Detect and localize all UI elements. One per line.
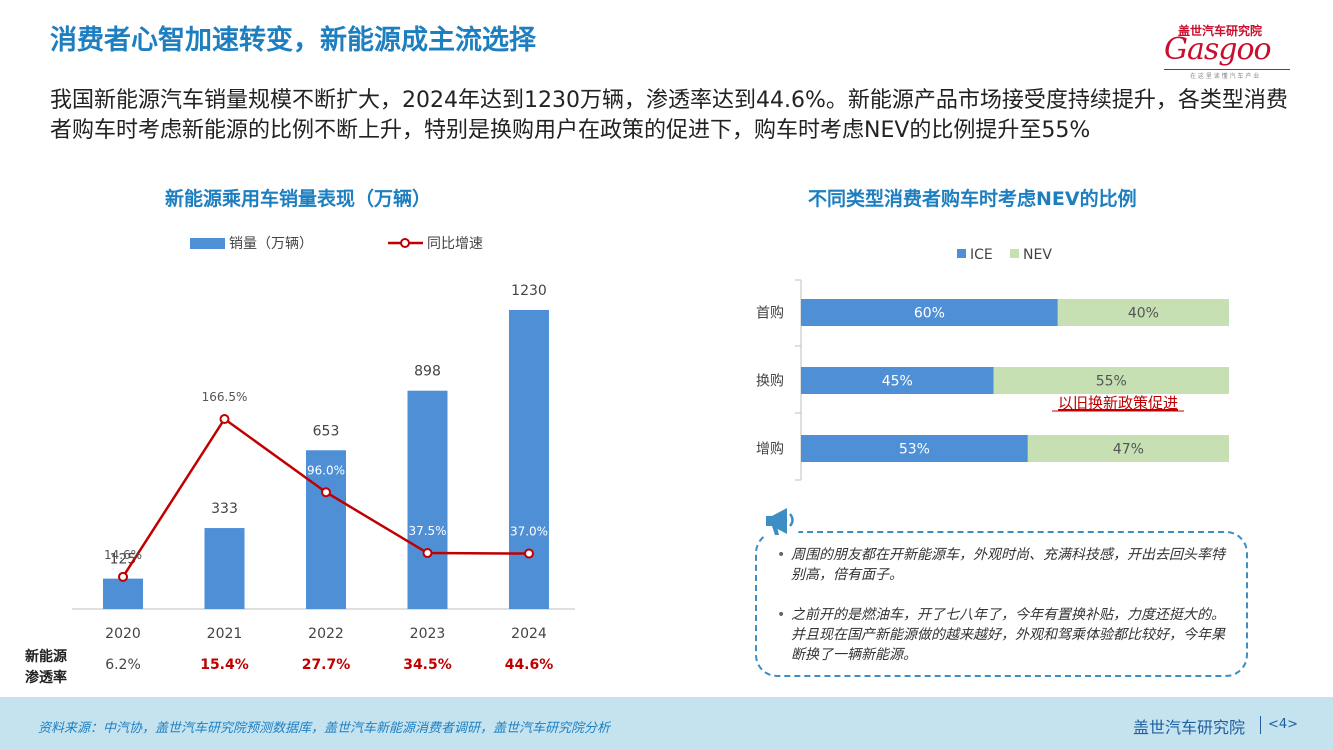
quote-item: • 之前开的是燃油车，开了七八年了，今年有置换补贴，力度还挺大的。并且现在国产新… [777,605,1231,665]
logo-divider [1164,69,1290,70]
legend-swatch-sales [190,238,225,249]
logo-wordmark: Gasgoo [1164,32,1272,67]
bullet-dot: • [777,547,786,563]
nev-ratio-chart-title: 不同类型消费者购车时考虑NEV的比例 [808,188,1137,210]
sales-chart: 销量（万辆） 同比增速 125 2020 333 2021 653 2022 898 2023 12… [72,236,575,673]
megaphone-icon [758,498,802,542]
nev-bar [993,367,1229,394]
penetration-label-line1: 新能源 [25,649,67,665]
logo-tagline: 在 这 里 读 懂 汽 车 产 业 [1190,73,1260,80]
nev-value-label: 47% [1113,442,1144,458]
x-tick-label: 2024 [511,626,547,642]
ice-bar [801,299,1058,326]
quote-text: 之前开的是燃油车，开了七八年了，今年有置换补贴，力度还挺大的。并且现在国产新能源… [791,607,1225,663]
footer-separator [1260,716,1261,734]
ice-value-label: 53% [899,442,930,458]
growth-marker [422,548,433,559]
sales-bar [509,310,549,609]
growth-marker [321,487,331,498]
policy-annotation: 以旧换新政策促进 [1058,394,1178,412]
sales-bar [407,390,448,609]
logo-top-text: 盖世汽车研究院 [1178,24,1263,38]
ice-value-label: 45% [882,374,913,390]
intro-paragraph: 我国新能源汽车销量规模不断扩大，2024年达到1230万辆，渗透率达到44.6%… [50,88,1288,143]
nev-value-label: 55% [1096,374,1127,390]
footer-source: 资料来源：中汽协，盖世汽车研究院预测数据库，盖世汽车新能源消费者调研，盖世汽车研… [38,721,611,736]
legend-label-sales: 销量（万辆） [229,236,313,252]
sales-chart-title: 新能源乘用车销量表现（万辆） [165,188,432,210]
sales-bar [306,450,346,609]
growth-marker [118,571,128,582]
x-tick-label: 2022 [308,626,344,642]
penetration-value: 27.7% [302,657,351,673]
x-tick-label: 2021 [207,626,243,642]
sales-value-label: 1230 [511,283,547,299]
growth-value-label: 96.0% [307,463,345,477]
charts-canvas: 销量（万辆） 同比增速 125 2020 333 2021 653 2022 898 2023 12… [72,236,1229,673]
legend-swatch-nev [1010,249,1019,258]
ice-bar [801,367,994,394]
quote-item: • 周围的朋友都在开新能源车，外观时尚、充满科技感，开出去回头率特别高，倍有面子… [777,545,1231,585]
growth-value-label: 166.5% [202,390,248,404]
consumer-quotes-box: • 周围的朋友都在开新能源车，外观时尚、充满科技感，开出去回头率特别高，倍有面子… [755,531,1248,677]
footer-bar [0,697,1333,750]
sales-value-label: 653 [313,423,340,439]
nev-bar [1057,299,1229,326]
y-category-label: 首购 [756,306,784,322]
growth-value-label: 14.6% [104,548,142,562]
penetration-label-line2: 渗透率 [25,670,67,686]
legend-label-ice: ICE [970,247,993,263]
growth-value-label: 37.5% [408,524,446,538]
growth-marker [524,548,534,559]
y-category-label: 增购 [756,442,784,458]
sales-value-label: 333 [211,501,238,517]
x-tick-label: 2020 [105,626,141,642]
page-title: 消费者心智加速转变，新能源成主流选择 [50,25,536,56]
x-tick-label: 2023 [410,626,446,642]
legend-marker-growth [400,238,410,248]
sales-bar [103,578,143,609]
growth-value-label: 37.0% [510,525,548,539]
nev-value-label: 40% [1128,306,1159,322]
quote-text: 周围的朋友都在开新能源车，外观时尚、充满科技感，开出去回头率特别高，倍有面子。 [791,547,1225,583]
sales-bar [204,528,245,609]
penetration-value: 15.4% [200,657,249,673]
penetration-value: 6.2% [105,657,141,673]
y-category-label: 换购 [756,373,784,390]
sales-value-label: 898 [414,364,441,380]
legend-label-nev: NEV [1023,247,1052,263]
ice-bar [801,435,1028,462]
sales-value-label: 125 [110,552,137,568]
growth-marker [219,414,230,424]
nev-ratio-chart: ICE NEV 首购 60% 40% 换购 45% 55% 增购 53% 47% 以旧换新政策促进 [756,247,1229,481]
footer-brand: 盖世汽车研究院 [1133,718,1246,737]
ice-value-label: 60% [914,306,945,322]
gasgoo-logo: 盖世汽车研究院 Gasgoo 在 这 里 读 懂 汽 车 产 业 [1160,22,1300,80]
legend-label-growth: 同比增速 [427,236,483,252]
penetration-value: 44.6% [505,657,554,673]
bullet-dot: • [777,607,786,623]
penetration-value: 34.5% [403,657,452,673]
page-number: <4> [1268,717,1299,732]
legend-swatch-ice [957,249,966,258]
nev-bar [1027,435,1229,462]
